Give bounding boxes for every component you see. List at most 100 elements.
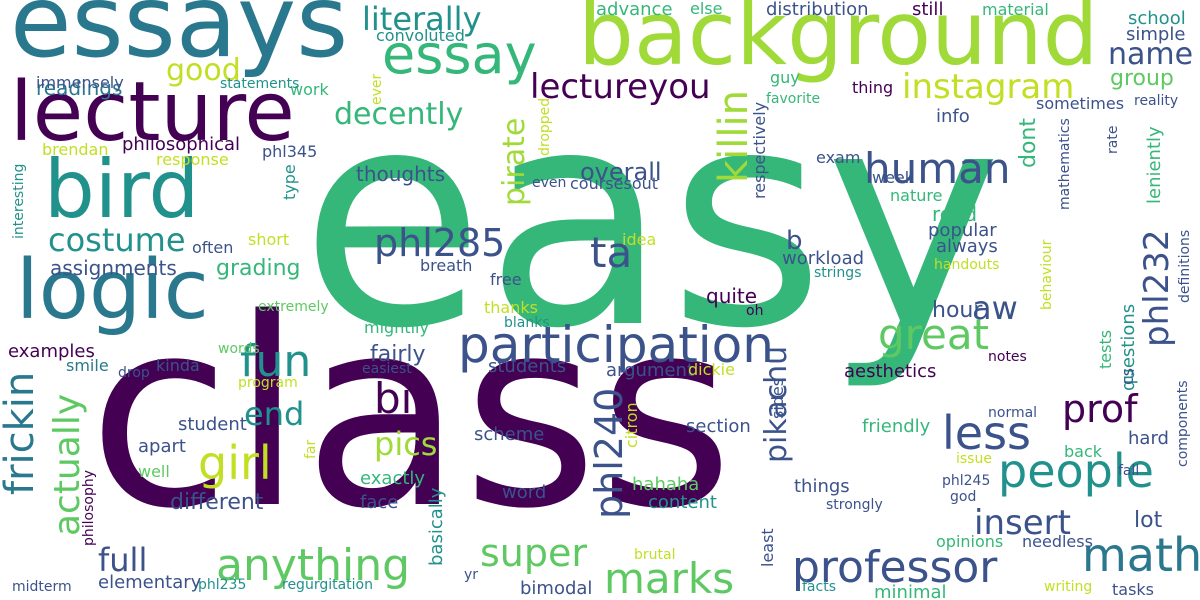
word-good: good xyxy=(166,53,241,88)
word-citron: citron xyxy=(622,402,641,448)
word-students: students xyxy=(488,356,567,377)
word-essays: essays xyxy=(10,0,349,80)
word-b: b xyxy=(786,226,803,256)
word-examples: examples xyxy=(8,341,95,362)
word-pics: pics xyxy=(374,425,438,463)
word-aw: aw xyxy=(972,289,1018,327)
word-full: full xyxy=(98,541,148,579)
word-easy: easy xyxy=(300,45,1003,394)
word-workload: workload xyxy=(782,248,865,269)
word-scheme: scheme xyxy=(474,424,545,445)
word-phl285: phl285 xyxy=(374,221,506,265)
word-notes: notes xyxy=(988,349,1027,365)
word-brendan: brendan xyxy=(42,140,109,159)
word-costume: costume xyxy=(48,221,186,259)
word-hour: hour xyxy=(932,298,983,323)
word-mightily: mightily xyxy=(364,318,429,337)
word-face: face xyxy=(360,492,399,513)
word-people: people xyxy=(998,444,1154,498)
word-smile: smile xyxy=(66,356,109,375)
word-words: words xyxy=(218,341,260,357)
word-cs: cs xyxy=(1118,367,1137,385)
word-idea: idea xyxy=(622,230,657,249)
word-convoluted: convoluted xyxy=(376,26,465,45)
word-yr: yr xyxy=(464,567,479,583)
word-end: end xyxy=(244,395,305,433)
word-god: god xyxy=(950,489,977,505)
word-phl232: phl232 xyxy=(1137,229,1177,347)
word-even: even xyxy=(532,175,567,191)
word-distribution: distribution xyxy=(766,0,869,20)
word-still: still xyxy=(912,0,944,20)
word-strings: strings xyxy=(814,265,862,281)
word-popular: popular xyxy=(928,220,997,241)
word-midterm: midterm xyxy=(12,579,72,595)
word-well: well xyxy=(138,462,170,481)
word-advance: advance xyxy=(596,0,673,20)
word-fall: fall xyxy=(1118,463,1140,479)
word-exam: exam xyxy=(816,148,861,167)
word-readings: readings xyxy=(36,76,123,100)
word-fairly: fairly xyxy=(370,342,426,367)
word-nature: nature xyxy=(890,186,943,205)
word-thoughts: thoughts xyxy=(356,162,446,186)
word-participation: participation xyxy=(458,316,774,374)
word-class: class xyxy=(88,264,734,566)
word-word: word xyxy=(502,482,547,503)
word-dickie: dickie xyxy=(688,360,735,379)
word-normal: normal xyxy=(988,405,1038,421)
word-bit: bit xyxy=(374,374,429,423)
word-group: group xyxy=(1110,66,1174,91)
word-far: far xyxy=(303,439,319,459)
word-content: content xyxy=(648,492,717,513)
word-lot: lot xyxy=(1134,508,1163,533)
word-phl235: phl235 xyxy=(198,577,247,593)
word-great: great xyxy=(878,310,990,359)
word-hahaha: hahaha xyxy=(632,474,700,495)
word-phl345: phl345 xyxy=(262,142,318,161)
word-pirate: pirate xyxy=(497,117,532,206)
word-logic: logic xyxy=(16,243,209,338)
word-argument: argument xyxy=(606,360,695,381)
word-coursesout: coursesout xyxy=(570,174,659,193)
word-dropped: dropped xyxy=(537,97,553,156)
word-background: background xyxy=(578,0,1099,85)
word-type: type xyxy=(280,164,299,200)
word-strongly: strongly xyxy=(826,497,883,513)
word-blanks: blanks xyxy=(504,315,550,331)
word-immensely: immensely xyxy=(36,73,124,92)
word-sometimes: sometimes xyxy=(1036,94,1125,113)
word-fun: fun xyxy=(240,336,312,387)
word-anything: anything xyxy=(216,540,411,591)
word-lectureyou: lectureyou xyxy=(530,67,711,107)
word-program: program xyxy=(238,375,298,391)
word-short: short xyxy=(248,230,290,249)
word-else: else xyxy=(690,0,723,18)
word-frickin: frickin xyxy=(0,371,43,495)
word-kinda: kinda xyxy=(156,356,200,375)
word-work: work xyxy=(290,80,329,99)
word-name: name xyxy=(1108,37,1194,72)
word-sides: sides xyxy=(768,377,787,419)
word-apart: apart xyxy=(138,436,186,457)
word-prof: prof xyxy=(1062,387,1138,431)
word-interesting: interesting xyxy=(11,163,27,239)
word-things: things xyxy=(794,476,850,497)
word-tasks: tasks xyxy=(1112,580,1155,599)
word-killin: killin xyxy=(711,90,757,183)
word-marks: marks xyxy=(604,554,735,600)
word-exactly: exactly xyxy=(360,468,426,489)
word-literally: literally xyxy=(362,0,482,38)
word-favorite: favorite xyxy=(766,91,821,107)
word-info: info xyxy=(936,106,970,127)
word-insert: insert xyxy=(974,503,1071,543)
word-hard: hard xyxy=(1128,428,1169,449)
word-leniently: leniently xyxy=(1144,126,1165,204)
word-dont: dont xyxy=(1016,118,1041,168)
word-super: super xyxy=(480,531,588,575)
word-section: section xyxy=(686,416,751,437)
word-philosophical: philosophical xyxy=(122,134,241,155)
word-philosophy: philosophy xyxy=(81,469,97,546)
word-reality: reality xyxy=(1134,93,1179,109)
word-handouts: handouts xyxy=(934,257,1000,273)
